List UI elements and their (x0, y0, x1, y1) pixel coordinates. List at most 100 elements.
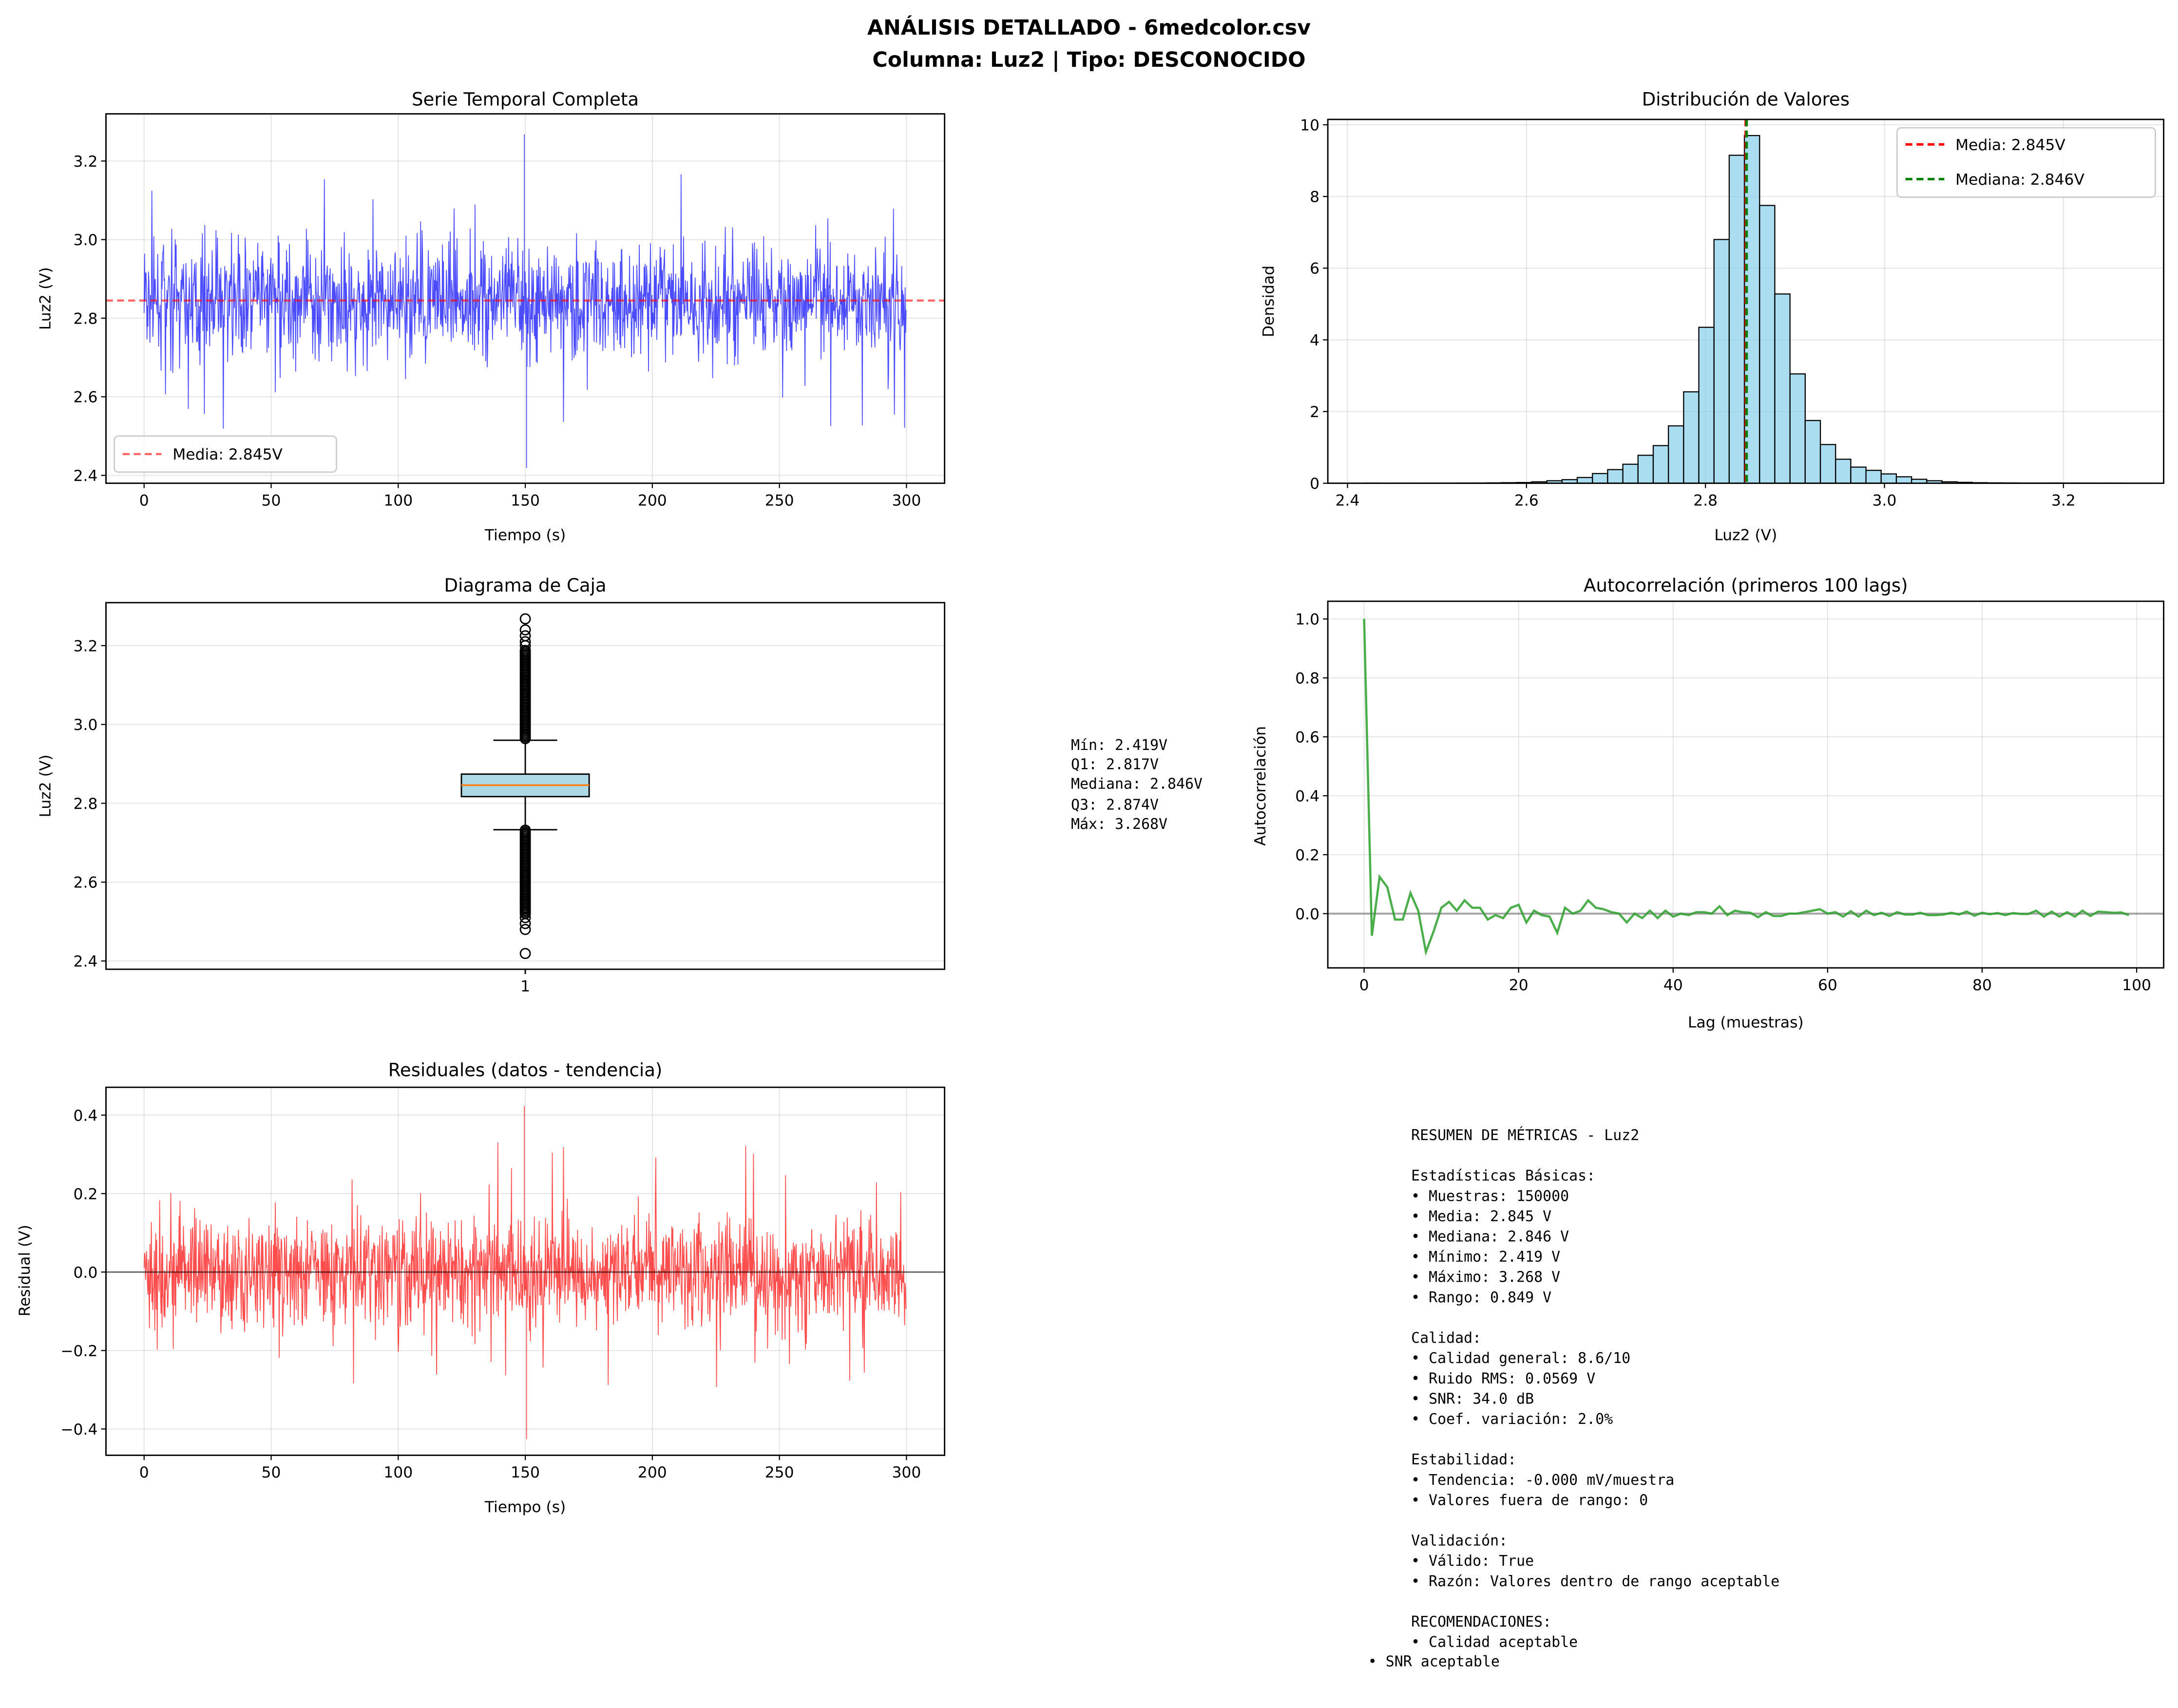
summary-line: • Calidad general: 8.6/10 (1411, 1350, 1630, 1367)
legend-median-label: Mediana: 2.846V (1955, 171, 2084, 189)
residuals-xtick-label: 100 (383, 1464, 413, 1481)
histogram-title: Distribución de Valores (1642, 89, 1850, 110)
histogram-xtick-label: 3.0 (1872, 492, 1897, 509)
residuals-ylabel: Residual (V) (16, 1225, 34, 1316)
timeseries-frame (105, 113, 946, 484)
boxplot-outlier (519, 948, 531, 960)
histogram-xtick-label: 2.8 (1693, 492, 1718, 509)
residuals-ytick-label: 0.2 (74, 1186, 98, 1203)
histogram-bar (1576, 477, 1593, 484)
boxplot-ytick-label: 2.8 (74, 795, 98, 813)
histogram-ytick-label: 6 (1310, 260, 1319, 278)
histogram-bar (1683, 391, 1700, 484)
autocorrelation-xlabel: Lag (muestras) (1688, 1014, 1804, 1032)
timeseries-xtick-label: 150 (511, 492, 540, 509)
figure-title-line2: Columna: Luz2 | Tipo: DESCONOCIDO (872, 48, 1305, 72)
summary-line: • Razón: Valores dentro de rango aceptab… (1411, 1573, 1779, 1590)
summary-line: Estabilidad: (1411, 1451, 1516, 1468)
histogram-bar (1622, 463, 1639, 484)
histogram-bar (1592, 473, 1608, 484)
autocorrelation-xtick-label: 80 (1972, 977, 1992, 994)
boxplot-stats-text: Mín: 2.419V Q1: 2.817V Mediana: 2.846V Q… (1071, 737, 1203, 833)
histogram-bar (1895, 476, 1912, 484)
residuals-xtick-label: 0 (139, 1464, 149, 1481)
boxplot-frame (105, 602, 946, 970)
autocorrelation-frame (1327, 600, 2165, 969)
boxplot-ytick-label: 2.6 (74, 874, 98, 892)
histogram-bar (1835, 459, 1852, 484)
summary-line: • Rango: 0.849 V (1411, 1289, 1551, 1306)
autocorrelation-ytick-label: 0.8 (1295, 670, 1319, 688)
histogram-xlabel: Luz2 (V) (1714, 526, 1777, 544)
timeseries-line (143, 134, 907, 468)
timeseries-ytick-label: 2.4 (74, 467, 98, 485)
histogram-xtick-label: 2.4 (1336, 492, 1360, 509)
boxplot-axes: 2.4 2.6 2.8 3.0 3.2 (74, 637, 945, 970)
histogram-bar (1728, 154, 1745, 484)
histogram-bar (1880, 473, 1897, 484)
autocorrelation-ytick-label: 0.0 (1295, 905, 1319, 923)
histogram-xtick-label: 2.6 (1514, 492, 1539, 509)
autocorrelation-line (1363, 619, 2129, 956)
autocorrelation-ytick-label: 0.4 (1295, 787, 1319, 805)
summary-line: RECOMENDACIONES: (1411, 1613, 1551, 1631)
residuals-ytick-label: 0.4 (74, 1107, 98, 1125)
histogram-bar (1652, 445, 1669, 484)
timeseries-xtick-label: 250 (765, 492, 794, 509)
figure-title-line1: ANÁLISIS DETALLADO - 6medcolor.csv (867, 15, 1311, 40)
timeseries-ytick-label: 3.2 (74, 153, 98, 171)
histogram-frame (1327, 118, 2165, 484)
summary-line: • Mediana: 2.846 V (1411, 1228, 1569, 1246)
autocorrelation-ytick-label: 0.2 (1295, 846, 1319, 864)
stat-min: Mín: 2.419V (1071, 737, 1167, 754)
summary-line: • SNR: 34.0 dB (1411, 1390, 1534, 1407)
autocorrelation-ytick-label: 1.0 (1295, 611, 1319, 629)
summary-line: • Media: 2.845 V (1411, 1208, 1551, 1225)
timeseries-ytick-label: 3.0 (74, 231, 98, 249)
autocorrelation-xtick-label: 20 (1509, 977, 1528, 994)
autocorrelation-ylabel: Autocorrelación (1252, 726, 1269, 846)
summary-line: • Válido: True (1411, 1553, 1534, 1570)
residuals-ytick-label: −0.2 (60, 1343, 97, 1360)
autocorrelation-xtick-label: 0 (1359, 977, 1369, 994)
timeseries-ylabel: Luz2 (V) (37, 267, 55, 330)
histogram-ytick-label: 4 (1310, 332, 1319, 349)
summary-line: RESUMEN DE MÉTRICAS - Luz2 (1411, 1127, 1639, 1144)
histogram-xtick-label: 3.2 (2051, 492, 2076, 509)
boxplot-ylabel: Luz2 (V) (37, 754, 55, 817)
residuals-xtick-label: 50 (262, 1464, 281, 1481)
histogram-bar (1759, 205, 1776, 484)
residuals-line (143, 1106, 907, 1439)
summary-line: • Calidad aceptable (1411, 1634, 1578, 1651)
residuals-axes: 0 50 100 150 200 250 300 −0.4 −0.2 0.0 0.2 0.4 (60, 1087, 945, 1481)
timeseries-legend: Media: 2.845V (114, 435, 337, 473)
histogram-bar (1865, 470, 1882, 484)
histogram-bar (1698, 326, 1715, 484)
histogram-bar (1850, 466, 1867, 484)
residuals-xtick-label: 250 (765, 1464, 794, 1481)
timeseries-xtick-label: 0 (139, 492, 149, 509)
legend-mean-label: Media: 2.845V (1955, 136, 2065, 154)
residuals-ytick-label: −0.4 (60, 1421, 97, 1439)
residuals-title: Residuales (datos - tendencia) (388, 1059, 663, 1080)
histogram-ytick-label: 8 (1310, 189, 1319, 206)
metrics-summary: RESUMEN DE MÉTRICAS - Luz2 Estadísticas B… (1411, 1127, 1779, 1651)
autocorrelation-xtick-label: 100 (2122, 977, 2151, 994)
histogram-bar (1774, 293, 1791, 484)
residuals-frame (105, 1086, 946, 1456)
timeseries-ytick-label: 2.8 (74, 310, 98, 327)
histogram-bar (1789, 373, 1806, 484)
stat-median: Mediana: 2.846V (1071, 776, 1203, 793)
residuals-xtick-label: 300 (892, 1464, 921, 1481)
stat-q3: Q3: 2.874V (1071, 796, 1159, 813)
histogram-bar (1607, 469, 1624, 484)
boxplot-ytick-label: 3.0 (74, 716, 98, 734)
timeseries-xtick-label: 100 (383, 492, 413, 509)
histogram-bar (1804, 420, 1821, 484)
histogram-bar (1819, 444, 1836, 484)
autocorrelation-xtick-label: 60 (1818, 977, 1837, 994)
summary-line: • Máximo: 3.268 V (1411, 1269, 1560, 1286)
summary-line: • Mínimo: 2.419 V (1411, 1248, 1560, 1266)
autocorrelation-title: Autocorrelación (primeros 100 lags) (1584, 575, 1908, 596)
